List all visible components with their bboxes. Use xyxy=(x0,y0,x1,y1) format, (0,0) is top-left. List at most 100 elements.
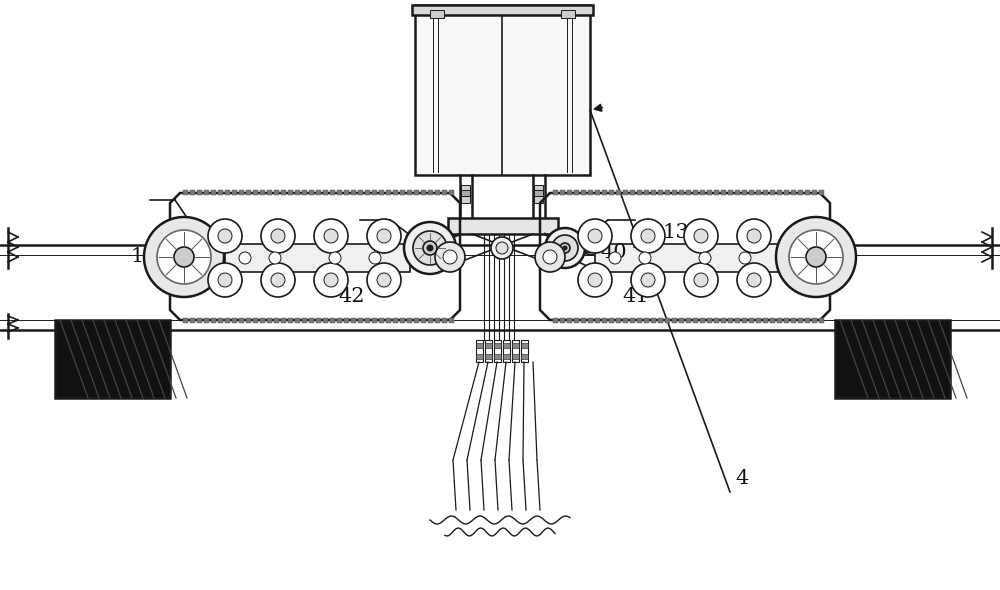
Bar xyxy=(721,318,726,323)
Text: 2: 2 xyxy=(632,233,645,252)
Bar xyxy=(407,190,412,195)
Bar xyxy=(183,190,188,195)
Bar xyxy=(246,318,251,323)
Bar xyxy=(379,318,384,323)
Bar xyxy=(344,190,349,195)
Bar xyxy=(365,318,370,323)
Bar xyxy=(494,340,501,362)
Bar xyxy=(428,190,433,195)
Bar xyxy=(449,190,454,195)
Bar xyxy=(735,318,740,323)
Bar xyxy=(812,318,817,323)
Circle shape xyxy=(684,263,718,297)
Circle shape xyxy=(314,219,348,253)
Bar xyxy=(421,190,426,195)
Circle shape xyxy=(560,243,570,253)
Circle shape xyxy=(218,273,232,287)
Bar xyxy=(485,340,492,362)
Bar xyxy=(393,318,398,323)
Bar xyxy=(400,190,405,195)
Bar xyxy=(302,318,307,323)
Bar xyxy=(735,190,740,195)
Bar xyxy=(197,190,202,195)
Circle shape xyxy=(535,242,565,272)
Bar xyxy=(623,318,628,323)
Text: 13: 13 xyxy=(662,223,689,242)
Bar xyxy=(749,318,754,323)
Circle shape xyxy=(588,273,602,287)
Bar xyxy=(588,318,593,323)
Bar xyxy=(714,190,719,195)
Bar xyxy=(700,318,705,323)
Bar xyxy=(309,190,314,195)
Bar xyxy=(225,318,230,323)
Circle shape xyxy=(377,229,391,243)
Circle shape xyxy=(174,247,194,267)
Bar xyxy=(693,190,698,195)
Bar xyxy=(494,354,501,359)
Circle shape xyxy=(413,231,447,265)
Bar xyxy=(512,354,519,359)
Bar xyxy=(448,218,558,234)
Circle shape xyxy=(631,219,665,253)
Circle shape xyxy=(578,263,612,297)
Bar xyxy=(602,318,607,323)
Bar xyxy=(351,318,356,323)
Bar xyxy=(763,190,768,195)
Circle shape xyxy=(491,237,513,259)
Circle shape xyxy=(789,230,843,284)
Bar xyxy=(281,318,286,323)
Circle shape xyxy=(329,252,341,264)
Circle shape xyxy=(552,235,578,261)
Bar xyxy=(415,5,590,175)
Bar xyxy=(512,340,519,362)
Bar xyxy=(805,318,810,323)
Bar xyxy=(442,318,447,323)
Bar xyxy=(386,190,391,195)
Bar xyxy=(253,318,258,323)
Bar xyxy=(672,190,677,195)
Bar xyxy=(218,190,223,195)
Bar xyxy=(239,190,244,195)
Circle shape xyxy=(694,273,708,287)
Bar xyxy=(344,318,349,323)
Bar xyxy=(819,318,824,323)
Bar xyxy=(770,318,775,323)
Bar xyxy=(595,190,600,195)
Bar xyxy=(819,190,824,195)
Bar xyxy=(560,190,565,195)
Bar xyxy=(485,354,492,359)
Bar xyxy=(798,318,803,323)
Bar xyxy=(351,190,356,195)
Bar xyxy=(658,190,663,195)
Bar xyxy=(393,190,398,195)
Circle shape xyxy=(367,263,401,297)
Bar xyxy=(288,190,293,195)
Bar xyxy=(204,318,209,323)
Bar xyxy=(281,190,286,195)
Bar xyxy=(521,343,528,348)
Bar xyxy=(430,10,444,18)
Circle shape xyxy=(367,219,401,253)
Bar xyxy=(835,320,950,398)
Circle shape xyxy=(369,252,381,264)
Bar xyxy=(330,190,335,195)
Circle shape xyxy=(324,229,338,243)
Bar xyxy=(323,318,328,323)
Bar xyxy=(316,318,321,323)
Bar xyxy=(309,318,314,323)
Bar xyxy=(274,190,279,195)
Bar xyxy=(651,190,656,195)
Circle shape xyxy=(747,229,761,243)
Bar xyxy=(225,190,230,195)
Bar xyxy=(756,318,761,323)
Bar xyxy=(595,318,600,323)
Bar xyxy=(644,318,649,323)
Circle shape xyxy=(496,242,508,254)
Bar xyxy=(560,318,565,323)
Bar xyxy=(561,10,575,18)
Bar xyxy=(246,190,251,195)
Bar xyxy=(386,318,391,323)
Circle shape xyxy=(641,273,655,287)
Circle shape xyxy=(739,252,751,264)
